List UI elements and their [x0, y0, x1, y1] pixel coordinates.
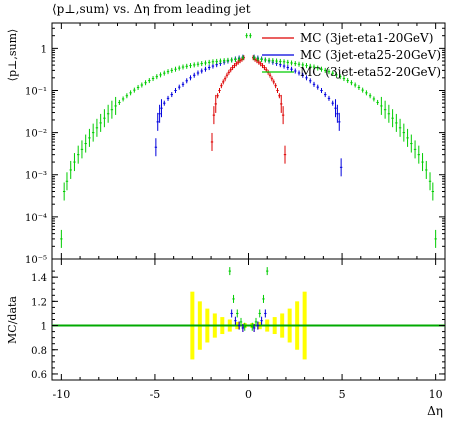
x-tick-label: 10	[429, 388, 443, 401]
ratio-series-layer	[228, 267, 269, 332]
main-y-axis: 10⁻⁵ 10⁻⁴ 10⁻³ 10⁻² 10⁻¹ 1	[25, 22, 445, 266]
ratio-y-tick-label: 1	[41, 322, 47, 333]
ratio-y-tick-label: 1.4	[31, 273, 47, 284]
main-y-tick-label: 10⁻³	[25, 171, 47, 182]
ratio-panel: 0.6 0.8 1 1.2 1.4 -10 -5 0 5 10 MC/data Δη	[6, 23, 446, 418]
ratio-y-axis: 0.6 0.8 1 1.2 1.4	[31, 270, 445, 381]
ratio-y-tick-label: 0.8	[31, 346, 47, 357]
ratio-series-3	[228, 267, 269, 331]
x-tick-label: 0	[245, 388, 252, 401]
ratio-plot-frame	[51, 258, 446, 381]
main-series-layer	[60, 33, 437, 248]
main-y-tick-label: 10⁻²	[25, 129, 47, 140]
legend-label: MC (3jet-eta52-20GeV)	[300, 65, 441, 79]
main-y-tick-label: 10⁻¹	[25, 86, 47, 97]
ratio-series-2	[230, 309, 267, 332]
x-tick-label: -5	[150, 388, 161, 401]
x-tick-label: -10	[52, 388, 70, 401]
main-panel: 10⁻⁵ 10⁻⁴ 10⁻³ 10⁻² 10⁻¹ 1 ⟨p⊥,sum⟩	[6, 22, 446, 266]
main-y-tick-label: 1	[41, 44, 47, 55]
ratio-y-axis-label: MC/data	[6, 296, 19, 344]
ratio-x-axis: -10 -5 0 5 10	[52, 23, 443, 401]
legend: MC (3jet-eta1-20GeV) MC (3jet-eta25-20GeV…	[262, 31, 441, 79]
x-tick-label: 5	[339, 388, 346, 401]
legend-label: MC (3jet-eta1-20GeV)	[300, 31, 433, 45]
x-axis-label: Δη	[427, 404, 443, 418]
main-y-tick-label: 10⁻⁵	[25, 255, 47, 266]
ratio-y-tick-label: 1.2	[31, 297, 47, 308]
main-y-axis-label: ⟨p⊥,sum⟩	[6, 29, 19, 82]
legend-label: MC (3jet-eta25-20GeV)	[300, 48, 441, 62]
chart-title: ⟨p⊥,sum⟩ vs. Δη from leading jet	[52, 2, 251, 16]
main-series-3	[60, 33, 437, 248]
main-y-tick-label: 10⁻⁴	[25, 213, 47, 224]
ratio-y-tick-label: 0.6	[31, 370, 47, 381]
